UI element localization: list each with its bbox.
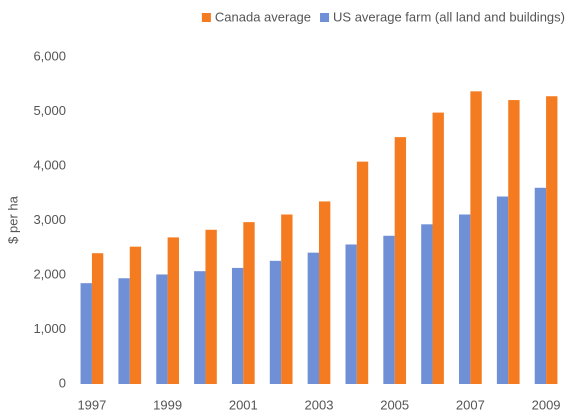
x-tick-label: 2007 [456,397,485,412]
y-tick-label: 3,000 [33,212,66,227]
bar [129,246,142,384]
legend-swatch [201,13,211,22]
bar [345,244,357,384]
legend-label: Canada average [215,9,311,24]
bar [356,161,369,384]
bar [459,214,471,384]
legend-label: US average farm (all land and buildings) [333,9,565,24]
x-tick-label: 2005 [380,397,409,412]
bar [470,91,482,385]
bar [319,201,331,384]
bar [194,271,206,384]
bar [231,267,244,384]
bar [80,283,92,384]
bar [508,100,520,385]
bar [167,237,179,384]
bar [421,224,433,384]
y-tick-label: 6,000 [33,48,66,63]
bar [394,137,407,384]
y-axis-label: $ per ha [5,195,20,243]
legend-swatch [320,13,330,22]
bar [383,235,395,384]
bar [205,229,217,384]
bar [91,253,104,384]
x-tick-label: 1997 [77,397,106,412]
bar [281,214,293,384]
x-tick-label: 2009 [532,397,561,412]
bar [432,112,444,384]
y-tick-label: 4,000 [33,157,66,172]
bar [546,96,558,385]
bar [118,278,130,384]
y-tick-label: 2,000 [33,266,66,281]
y-tick-label: 1,000 [33,321,66,336]
x-tick-label: 2001 [229,397,258,412]
y-tick-label: 0 [59,375,66,390]
y-tick-label: 5,000 [33,103,66,118]
bar [496,196,509,384]
bar [307,252,319,384]
bar [534,187,547,384]
x-tick-label: 1999 [153,397,182,412]
bar [156,274,168,384]
bar [243,222,255,384]
bar [269,260,282,384]
x-tick-label: 2003 [305,397,334,412]
